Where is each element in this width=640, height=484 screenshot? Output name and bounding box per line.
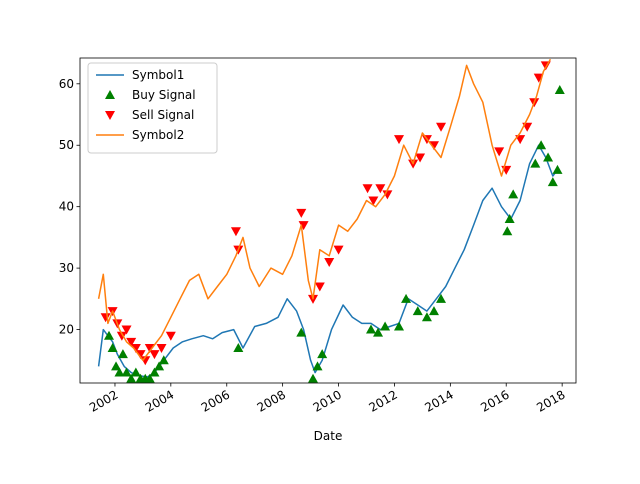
sell-signal-marker: [394, 135, 405, 145]
buy-signal-marker: [547, 177, 558, 187]
x-tick-label: 2004: [143, 387, 176, 414]
sell-signal-marker: [324, 257, 335, 267]
buy-signal-marker: [530, 158, 541, 168]
sell-signal-marker: [368, 196, 379, 206]
plot-frame: [79, 57, 577, 384]
sell-signal-marker: [100, 313, 111, 323]
buy-signal-marker: [130, 367, 141, 377]
legend-swatch-buy: [105, 90, 115, 99]
buy-signal-marker: [296, 327, 307, 337]
sell-signal-marker: [230, 227, 241, 237]
buy-signal-marker: [104, 330, 115, 340]
x-tick-label: 2008: [255, 387, 288, 414]
buy-signal-marker: [412, 306, 423, 316]
buy-signal-marker: [554, 84, 565, 94]
buy-signal-marker: [543, 152, 554, 162]
legend-label: Symbol2: [132, 128, 184, 142]
sell-signal-marker: [135, 350, 146, 360]
y-tick-label: 20: [59, 323, 74, 337]
buy-signal-marker: [366, 324, 377, 334]
sell-signal-marker: [415, 153, 426, 163]
x-tick-label: 2006: [199, 387, 232, 414]
buy-signal-marker: [111, 361, 122, 371]
sell-signal-marker: [375, 184, 386, 194]
buy-signal-marker: [394, 321, 405, 331]
buy-signal-marker: [421, 312, 432, 322]
sell-signal-marker: [121, 325, 132, 335]
series-line-symbol2: [97, 58, 552, 362]
sell-signal-marker: [130, 343, 141, 353]
y-tick-label: 60: [59, 77, 74, 91]
x-tick-label: 2014: [422, 387, 455, 414]
buy-signal-marker: [312, 361, 323, 371]
x-axis-label: Date: [314, 429, 343, 443]
buy-signal-marker: [233, 342, 244, 352]
buy-signal-marker: [149, 367, 160, 377]
sell-signal-marker: [144, 343, 155, 353]
buy-signal-marker: [504, 213, 515, 223]
buy-signal-marker: [508, 189, 519, 199]
sell-signal-marker: [116, 331, 127, 341]
x-tick-label: 2010: [311, 387, 344, 414]
sell-signal-marker: [428, 141, 439, 151]
x-tick-label: 2012: [366, 387, 399, 414]
buy-signal-marker: [126, 373, 137, 383]
sell-signal-marker: [382, 190, 393, 200]
buy-signal-marker: [158, 355, 169, 365]
y-tick-label: 40: [59, 200, 74, 214]
buy-signal-marker: [114, 367, 125, 377]
buy-signal-marker: [552, 164, 563, 174]
sell-signal-marker: [436, 122, 447, 132]
x-tick-label: 2016: [478, 387, 511, 414]
sell-signal-marker: [156, 343, 167, 353]
y-tick-label: 50: [59, 138, 74, 152]
buy-signal-marker: [502, 226, 513, 236]
legend-label: Symbol1: [132, 68, 184, 82]
sell-signal-marker: [296, 208, 307, 218]
buy-signal-marker: [317, 349, 328, 359]
buy-signal-marker: [144, 373, 155, 383]
sell-signal-marker: [165, 331, 176, 341]
buy-signal-marker: [154, 361, 165, 371]
sell-signal-marker: [333, 245, 344, 255]
legend-box: [87, 62, 218, 154]
buy-signal-marker: [436, 293, 447, 303]
buy-signal-marker: [428, 306, 439, 316]
sell-signal-marker: [494, 147, 505, 157]
buy-signal-marker: [117, 349, 128, 359]
x-tick-label: 2002: [87, 387, 120, 414]
buy-signal-marker: [308, 373, 319, 383]
x-tick-label: 2018: [534, 387, 567, 414]
buy-signal-marker: [373, 327, 384, 337]
legend-label: Buy Signal: [132, 88, 196, 102]
sell-signal-marker: [362, 184, 373, 194]
buy-signal-marker: [121, 367, 132, 377]
buy-signal-marker: [380, 321, 391, 331]
buy-signal-marker: [536, 140, 547, 150]
sell-signal-marker: [140, 356, 151, 366]
sell-signal-marker: [314, 282, 325, 292]
sell-signal-marker: [149, 350, 160, 360]
buy-signal-marker: [401, 293, 412, 303]
legend: Symbol1 Buy Signal Sell Signal Symbol2: [87, 62, 218, 154]
legend-label: Sell Signal: [132, 108, 194, 122]
legend-swatch-sell: [105, 111, 115, 120]
sell-signal-marker: [126, 337, 137, 347]
sell-signal-marker: [533, 73, 544, 83]
y-tick-label: 30: [59, 261, 74, 275]
plot-series-layer: [97, 58, 565, 383]
sell-signal-marker: [298, 221, 309, 231]
buy-signal-marker: [107, 342, 118, 352]
